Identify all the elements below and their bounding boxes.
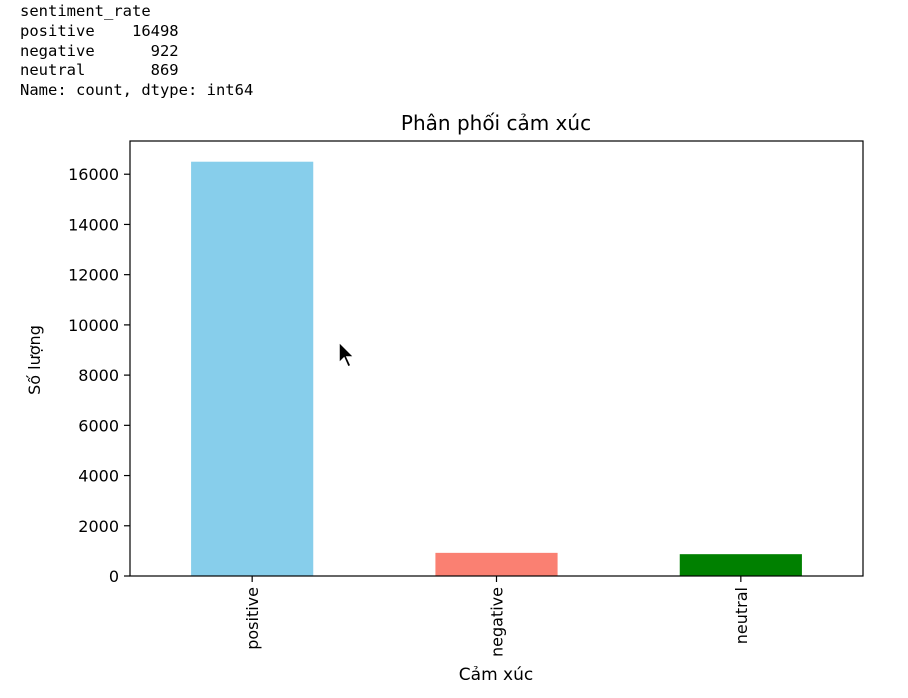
bar	[435, 552, 558, 576]
bar	[191, 161, 314, 576]
plot-frame	[129, 140, 864, 577]
y-tick-label: 10000	[68, 316, 119, 335]
x-axis-label: Cảm xúc	[459, 665, 533, 685]
output-line: Name: count, dtype: int64	[20, 81, 254, 100]
chart-title: Phân phối cảm xúc	[401, 111, 591, 135]
output-line: negative 922	[20, 41, 179, 60]
output-line: neutral 869	[20, 61, 179, 80]
bar	[679, 554, 802, 576]
y-tick-label: 6000	[78, 416, 119, 435]
bar-chart: Phân phối cảm xúc 0 2000 4000 6000 8000 10000…	[25, 111, 864, 685]
y-tick-label: 2000	[78, 517, 119, 536]
y-axis-label: Số lượng	[25, 325, 44, 395]
output-line: sentiment_rate	[20, 2, 151, 20]
mouse-pointer-icon	[338, 341, 356, 369]
y-tick-label: 8000	[78, 366, 119, 385]
cell-output-text: sentiment_rate positive 16498 negative 922…	[20, 2, 253, 101]
y-tick-label: 4000	[78, 467, 119, 486]
y-tick-label: 16000	[68, 165, 119, 184]
x-tick-label: positive	[243, 587, 262, 650]
y-tick-label: 12000	[68, 266, 119, 285]
plot-area: 0 2000 4000 6000 8000 10000 12000 14000 16000 pos…	[68, 140, 864, 657]
y-tick-label: 0	[109, 567, 119, 586]
output-line: positive 16498	[20, 21, 179, 40]
y-tick-label: 14000	[68, 215, 119, 234]
x-tick-label: neutral	[732, 587, 751, 644]
x-tick-label: negative	[488, 587, 507, 657]
